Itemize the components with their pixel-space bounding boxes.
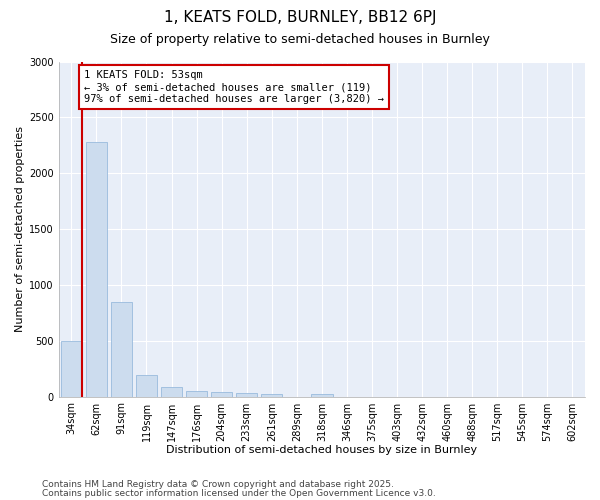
Text: Contains HM Land Registry data © Crown copyright and database right 2025.: Contains HM Land Registry data © Crown c… (42, 480, 394, 489)
Bar (61, 340, 82, 396)
Bar (111, 302, 132, 396)
Bar (261, 394, 283, 396)
Text: 1, KEATS FOLD, BURNLEY, BB12 6PJ: 1, KEATS FOLD, BURNLEY, BB12 6PJ (164, 10, 436, 25)
Text: 1 KEATS FOLD: 53sqm
← 3% of semi-detached houses are smaller (119)
97% of semi-d: 1 KEATS FOLD: 53sqm ← 3% of semi-detache… (84, 70, 384, 104)
Bar (211, 392, 232, 396)
Bar (186, 391, 207, 396)
X-axis label: Distribution of semi-detached houses by size in Burnley: Distribution of semi-detached houses by … (166, 445, 478, 455)
Text: Size of property relative to semi-detached houses in Burnley: Size of property relative to semi-detach… (110, 32, 490, 46)
Bar (136, 375, 157, 396)
Bar (86, 142, 107, 397)
Bar (161, 386, 182, 396)
Y-axis label: Number of semi-detached properties: Number of semi-detached properties (15, 126, 25, 332)
Text: Contains public sector information licensed under the Open Government Licence v3: Contains public sector information licen… (42, 488, 436, 498)
Bar (311, 394, 332, 396)
Bar (236, 393, 257, 396)
